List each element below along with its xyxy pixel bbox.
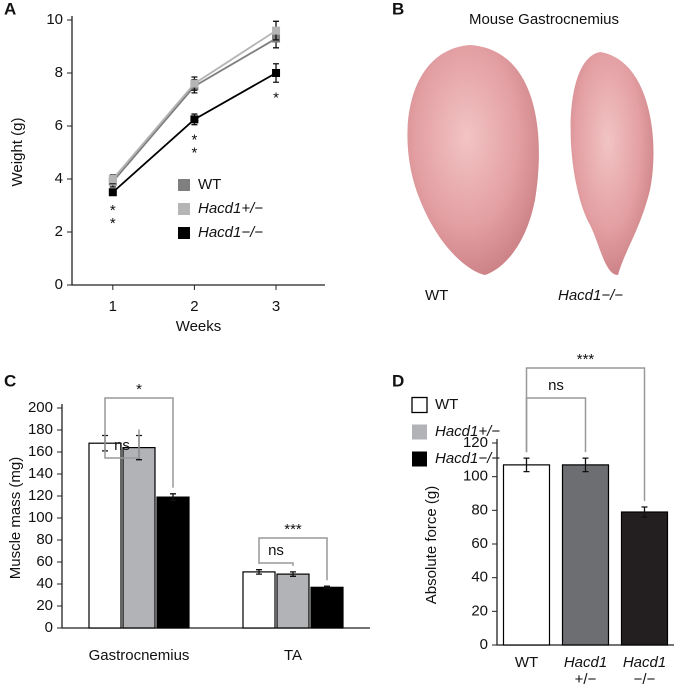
bracket: [104, 397, 174, 488]
x-tick-label: 1: [109, 298, 117, 315]
y-tick-label: 8: [55, 64, 63, 81]
muscle-ko: [570, 52, 654, 275]
x-axis-title: Weeks: [176, 318, 222, 335]
y-tick-label: 60: [471, 535, 488, 552]
point: [190, 79, 199, 88]
error-bar: [256, 569, 262, 575]
x-tick-label: Gastrocnemius: [89, 647, 190, 664]
significance: ns: [114, 437, 130, 454]
x-tick-label: TA: [284, 647, 302, 664]
point: [272, 26, 281, 35]
legend-label: WT: [198, 176, 221, 193]
y-tick-label: 2: [55, 223, 63, 240]
y-tick-label: 100: [463, 468, 488, 485]
bar: [561, 464, 610, 646]
bracket: [258, 562, 294, 566]
photo-label: Hacd1−/−: [558, 287, 623, 304]
legend-swatch: [178, 179, 190, 191]
legend-label: Hacd1−/−: [198, 224, 263, 241]
x-tick-label: Hacd1: [564, 654, 607, 671]
point: [190, 115, 199, 124]
y-tick-label: 200: [28, 399, 53, 416]
significance: *: [136, 381, 142, 398]
y-tick-label: 100: [28, 509, 53, 526]
legend-label: Hacd1+/−: [198, 200, 263, 217]
bar: [88, 442, 122, 629]
x-tick-label: +/−: [575, 671, 597, 688]
significance: * *: [110, 202, 116, 232]
y-tick-label: 0: [480, 636, 488, 653]
legend-swatch: [178, 203, 190, 215]
bar: [276, 573, 310, 629]
bracket: [525, 397, 587, 453]
y-tick-label: 20: [36, 597, 53, 614]
bar: [242, 571, 276, 629]
error-bar: [523, 457, 530, 473]
axis-line: [71, 16, 325, 286]
x-tick-label: 2: [190, 298, 198, 315]
error-bar: [582, 457, 589, 473]
y-axis-title: Absolute force (g): [423, 486, 440, 604]
point: [108, 188, 117, 197]
legend-swatch: [411, 396, 428, 414]
y-tick-label: 0: [45, 619, 53, 636]
significance: ns: [548, 377, 564, 394]
point: [108, 175, 117, 183]
significance: * *: [191, 132, 197, 162]
legend-label: Hacd1+/−: [435, 423, 500, 440]
photo-title: Mouse Gastrocnemius: [469, 11, 619, 28]
photo: Mouse Gastrocnemius WT Hacd1−/−: [407, 11, 654, 304]
bar: [156, 496, 190, 629]
error-bar: [170, 493, 176, 502]
y-tick-label: 160: [28, 443, 53, 460]
bar: [122, 447, 156, 629]
x-tick-label: WT: [515, 654, 538, 671]
photo-label: WT: [425, 287, 448, 304]
legend-label: WT: [435, 396, 458, 413]
x-tick-label: −/−: [634, 671, 656, 688]
legend-swatch: [178, 227, 190, 239]
bar: [620, 511, 669, 646]
bracket: [525, 367, 646, 501]
y-axis-title: Muscle mass (mg): [7, 457, 24, 580]
y-tick-label: 0: [55, 276, 63, 293]
significance: ns: [268, 542, 284, 559]
significance: *: [273, 89, 279, 106]
y-tick-label: 10: [46, 11, 63, 28]
bracket: [258, 537, 328, 581]
y-tick-label: 20: [471, 602, 488, 619]
bar: [502, 464, 551, 646]
error-bar: [324, 585, 330, 590]
error-bar: [290, 571, 296, 577]
y-axis-title: Weight (g): [9, 118, 26, 187]
muscle-wt: [407, 45, 539, 275]
y-tick-label: 6: [55, 117, 63, 134]
significance: ***: [577, 351, 595, 368]
y-tick-label: 40: [471, 569, 488, 586]
bar: [310, 586, 344, 629]
y-tick-label: 40: [36, 575, 53, 592]
panel-label: B: [392, 0, 404, 18]
y-tick-label: 60: [36, 553, 53, 570]
legend-swatch: [412, 424, 427, 440]
x-tick-label: 3: [272, 298, 280, 315]
panel-label: A: [4, 0, 16, 18]
y-tick-label: 4: [55, 170, 63, 187]
x-tick-label: Hacd1: [623, 654, 666, 671]
y-tick-label: 120: [28, 487, 53, 504]
significance: ***: [284, 521, 302, 538]
y-tick-label: 80: [471, 501, 488, 518]
legend-label: Hacd1−/−: [435, 450, 500, 467]
y-tick-label: 120: [463, 434, 488, 451]
error-bar: [641, 506, 648, 518]
panel-label: C: [4, 371, 16, 390]
point: [272, 69, 281, 77]
bracket: [104, 429, 140, 459]
y-tick-label: 140: [28, 465, 53, 482]
panel-label: D: [392, 371, 404, 390]
y-tick-label: 80: [36, 531, 53, 548]
legend-swatch: [412, 451, 427, 467]
y-tick-label: 180: [28, 421, 53, 438]
